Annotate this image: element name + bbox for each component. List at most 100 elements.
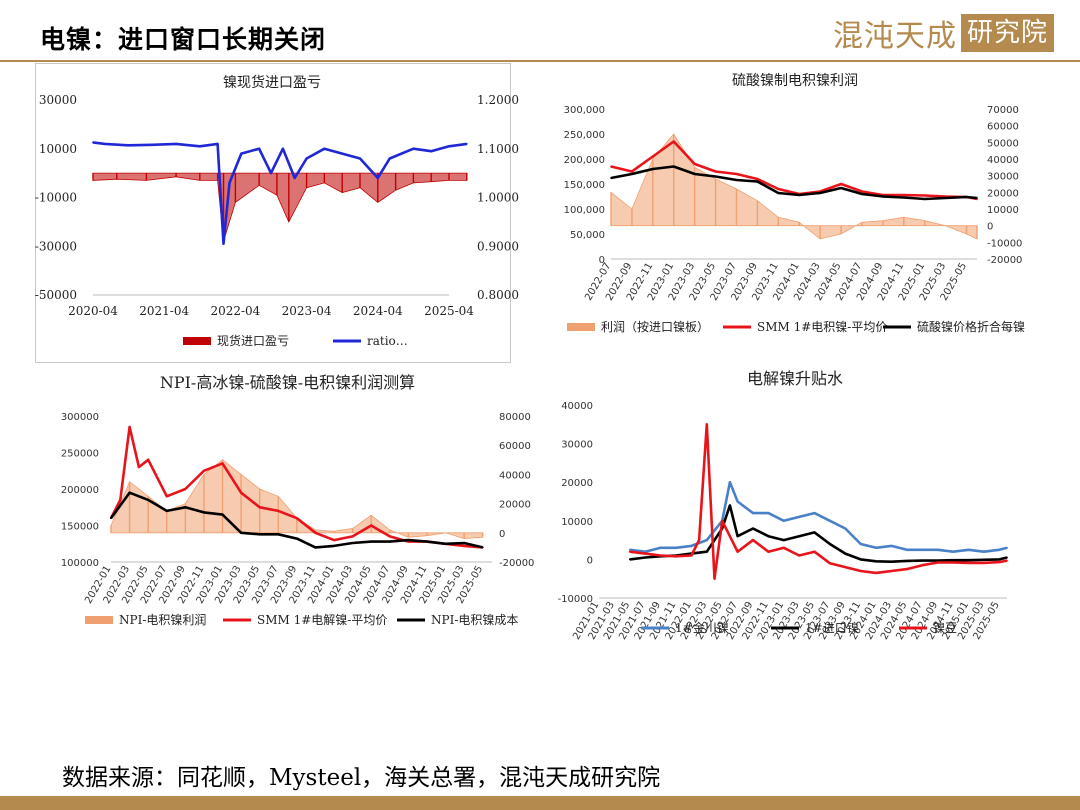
chart4-series-1-point-19	[906, 560, 908, 562]
chart3-series-2-point-1	[128, 491, 131, 494]
chart4-series-1-point-18	[890, 560, 893, 563]
chart2-series-2-point-16	[944, 197, 947, 199]
chart4-series-0-point-1	[644, 550, 647, 553]
chart1-legend-label-1: ratio…	[367, 334, 408, 348]
chart4-series-2-point-17	[859, 570, 862, 572]
chart3-series-1-point-12	[295, 517, 298, 520]
chart2-left-tick: 50,000	[570, 230, 605, 241]
chart1-x-tick: 2021-04	[139, 304, 189, 318]
chart4-series-0-point-13	[813, 512, 816, 514]
chart4-series-1-point-7	[728, 504, 731, 507]
chart2-series-2-point-3	[672, 165, 675, 168]
chart1-left-tick: 30000	[39, 93, 77, 107]
brand-main: 混沌天成	[832, 19, 957, 54]
chart2-legend-label-0: 利润（按进口镍板）	[601, 320, 709, 334]
chart1-left-tick: -50000	[35, 288, 77, 302]
chart3-left-tick: 150000	[61, 522, 99, 533]
chart1-legend-swatch-0	[183, 337, 211, 345]
chart2-series-2-point-8	[777, 192, 780, 194]
chart4-series-1-point-16	[859, 558, 862, 561]
chart3-right-tick: -20000	[499, 558, 534, 569]
chart2-right-tick: 40000	[987, 155, 1019, 166]
chart4-series-1-point-26	[1006, 556, 1008, 559]
chart2-right-tick: 20000	[987, 188, 1019, 199]
chart2-series-2-point-14	[902, 196, 905, 199]
chart4-series-1-point-1	[644, 556, 647, 559]
chart4-series-2-point-12	[782, 546, 785, 549]
chart1-series-1-point-22	[448, 145, 450, 148]
chart3-series-2-point-14	[370, 540, 373, 543]
chart3-series-1-point-13	[314, 531, 317, 534]
chart2-series-2-point-6	[735, 179, 738, 181]
chart2-series-2-point-12	[861, 193, 863, 195]
chart3-series-2-point-4	[184, 506, 187, 509]
chart2-series-2-point-18	[976, 197, 978, 199]
chart2-series-2-point-13	[881, 195, 884, 198]
chart2-series-2-point-9	[798, 194, 801, 196]
chart2-series-1-point-4	[693, 163, 696, 165]
chart1-series-1-point-2	[127, 144, 130, 147]
chart4-series-0-point-7	[728, 481, 731, 484]
chart4-legend-label-1: 1#进口镍	[805, 621, 859, 635]
chart3-series-2-point-15	[388, 540, 391, 543]
chart2-series-2-point-17	[965, 196, 968, 198]
chart4-series-0-point-17	[875, 546, 878, 549]
chart2-series-1-point-1	[631, 170, 633, 173]
chart3-right-tick: 60000	[499, 441, 531, 452]
chart-import-profit: 镍现货进口盈亏 30000 10000 -10000 -30000 -50000 1.200…	[35, 63, 519, 361]
chart2-legend-label-1: SMM 1#电积镍-平均价	[757, 320, 887, 334]
chart2-series-2-point-5	[714, 175, 717, 178]
chart4-series-2-point-26	[998, 561, 1001, 564]
chart4-series-2-point-27	[1006, 559, 1008, 562]
chart4-series-1-point-8	[736, 535, 739, 538]
footer-band	[0, 796, 1080, 810]
chart4-series-2-point-6	[705, 423, 708, 426]
chart4-series-1-point-5	[705, 550, 708, 553]
chart1-title: 镍现货进口盈亏	[223, 74, 321, 91]
chart1-series-1-point-9	[240, 152, 243, 155]
chart1-series-1-point-17	[359, 157, 361, 160]
chart4-series-1-point-20	[921, 559, 924, 562]
chart1-right-tick: 0.9000	[477, 239, 519, 253]
chart4-series-0-point-18	[890, 544, 893, 547]
chart3-right-tick: 80000	[499, 412, 531, 423]
chart3-series-1-point-17	[388, 535, 391, 538]
chart2-right-tick: 70000	[987, 105, 1019, 116]
chart4-series-1-point-12	[798, 535, 801, 538]
chart3-series-1-point-6	[184, 488, 187, 490]
chart3-series-2-point-2	[147, 499, 150, 501]
chart4-series-2-point-22	[936, 561, 939, 564]
chart4-series-0-point-3	[675, 546, 677, 549]
chart1-series-1-point-23	[465, 142, 468, 145]
chart2-right-tick: -10000	[987, 238, 1022, 249]
chart4-series-2-point-20	[906, 568, 908, 570]
chart4-series-0-point-11	[782, 519, 785, 522]
chart4-series-0-point-20	[921, 548, 924, 551]
chart1-right-tick: 1.2000	[477, 93, 519, 107]
chart3-legend-label-2: NPI-电积镍成本	[431, 613, 518, 627]
chart3-series-1-point-1	[119, 499, 122, 501]
chart2-series-1-point-11	[840, 183, 842, 185]
chart1-x-tick: 2024-04	[353, 304, 403, 318]
chart4-left-tick: 20000	[561, 478, 593, 489]
chart4-series-2-line	[629, 423, 1008, 580]
chart3-legend-label-0: NPI-电积镍利润	[119, 613, 206, 627]
chart4-series-1-point-13	[813, 531, 816, 534]
chart3-left-tick: 250000	[61, 449, 99, 460]
chart4-series-0-point-26	[1006, 546, 1008, 549]
chart2-right-tick: 30000	[987, 172, 1019, 183]
chart4-left-tick: -10000	[558, 594, 593, 605]
chart3-series-2-point-8	[258, 533, 261, 536]
chart2-left-tick: 100,000	[564, 205, 605, 216]
chart2-series-1-point-2	[651, 155, 654, 158]
chart1-left-tick: -10000	[35, 191, 77, 205]
chart4-series-2-point-25	[983, 561, 985, 564]
chart4-series-0-point-10	[767, 512, 770, 514]
chart1-series-1-line	[92, 141, 467, 246]
chart4-series-2-point-8	[721, 519, 724, 522]
chart1-series-1-point-21	[430, 150, 433, 153]
chart4-series-1-point-24	[983, 558, 985, 561]
chart4-series-2-point-2	[659, 554, 662, 557]
chart4-series-0-point-21	[936, 548, 939, 551]
chart2-series-1-point-5	[714, 170, 717, 173]
